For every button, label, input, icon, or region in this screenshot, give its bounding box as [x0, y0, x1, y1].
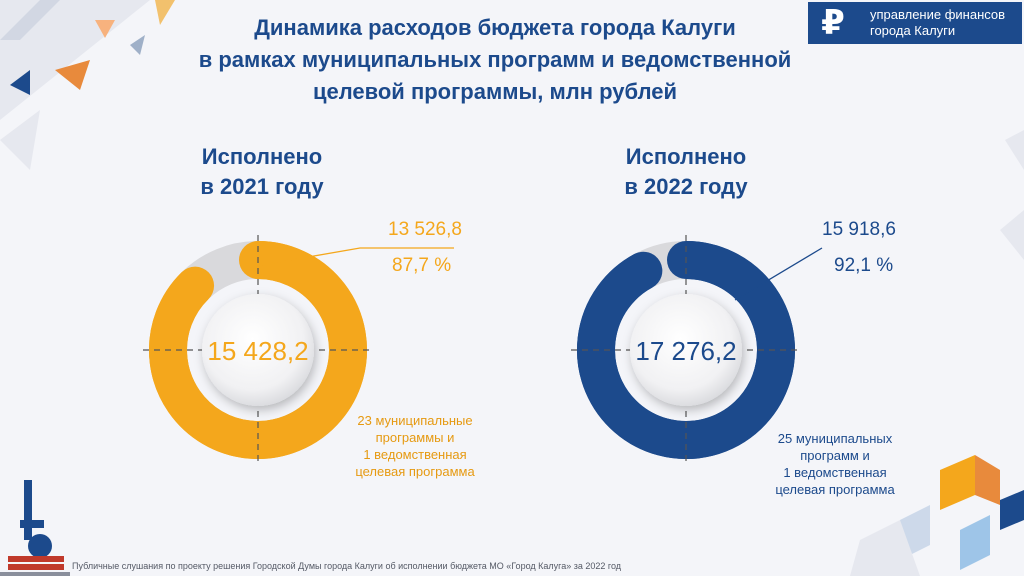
donut-center-disc	[630, 294, 742, 406]
note-2022-line-2: программ и	[800, 448, 870, 463]
callout-2021-percent: 87,7 %	[392, 255, 452, 276]
callout-2022-value: 15 918,6	[822, 219, 896, 240]
donut-slice-executed-overlay	[149, 241, 367, 459]
donut-total-label: 15 428,2	[207, 336, 308, 366]
donut-2021: 15 428,2	[143, 235, 454, 465]
note-2022-line-1: 25 муниципальных	[777, 431, 893, 446]
title-line-1: Динамика расходов бюджета города Калуги	[254, 15, 736, 40]
logo-text-line-2: города Калуги	[870, 23, 956, 38]
donut-total-label: 17 276,2	[635, 336, 736, 366]
footer-text: Публичные слушания по проекту решения Го…	[72, 561, 622, 571]
callout-leader-line	[734, 247, 823, 301]
title-line-2: в рамках муниципальных программ и ведомс…	[198, 47, 792, 72]
note-2021: 23 муниципальные программы и 1 ведомстве…	[340, 412, 490, 480]
callout-2022-percent: 92,1 %	[834, 255, 894, 276]
donut-center-disc	[202, 294, 314, 406]
note-2021-line-4: целевая программа	[355, 464, 475, 479]
note-2022: 25 муниципальных программ и 1 ведомствен…	[760, 430, 910, 498]
ruble-icon: ₽	[808, 2, 858, 44]
panel-2022-heading: Исполнено в 2022 году	[576, 142, 796, 202]
callout-leader-line	[261, 247, 454, 266]
panel-2021-heading-line-1: Исполнено	[201, 144, 323, 169]
panel-2021-heading: Исполнено в 2021 году	[152, 142, 372, 202]
page-title: Динамика расходов бюджета города Калуги …	[150, 12, 840, 108]
donut-2022: 17 276,2	[571, 235, 823, 465]
panel-2022-heading-line-1: Исполнено	[625, 144, 747, 169]
callout-2021-value: 13 526,8	[388, 219, 462, 240]
note-2022-line-4: целевая программа	[775, 482, 895, 497]
title-line-3: целевой программы, млн рублей	[312, 79, 678, 104]
logo-text: управление финансов города Калуги	[858, 7, 1005, 39]
note-2021-line-2: программы и	[375, 430, 455, 445]
panel-2022-heading-line-2: в 2022 году	[624, 174, 748, 199]
logo-text-line-1: управление финансов	[870, 7, 1006, 22]
note-2021-line-1: 23 муниципальные	[357, 413, 473, 428]
finance-department-logo: ₽ управление финансов города Калуги	[808, 2, 1022, 44]
note-2022-line-3: 1 ведомственная	[783, 465, 887, 480]
panel-2021-heading-line-2: в 2021 году	[200, 174, 324, 199]
note-2021-line-3: 1 ведомственная	[363, 447, 467, 462]
donut-slice-executed-overlay	[577, 241, 795, 459]
